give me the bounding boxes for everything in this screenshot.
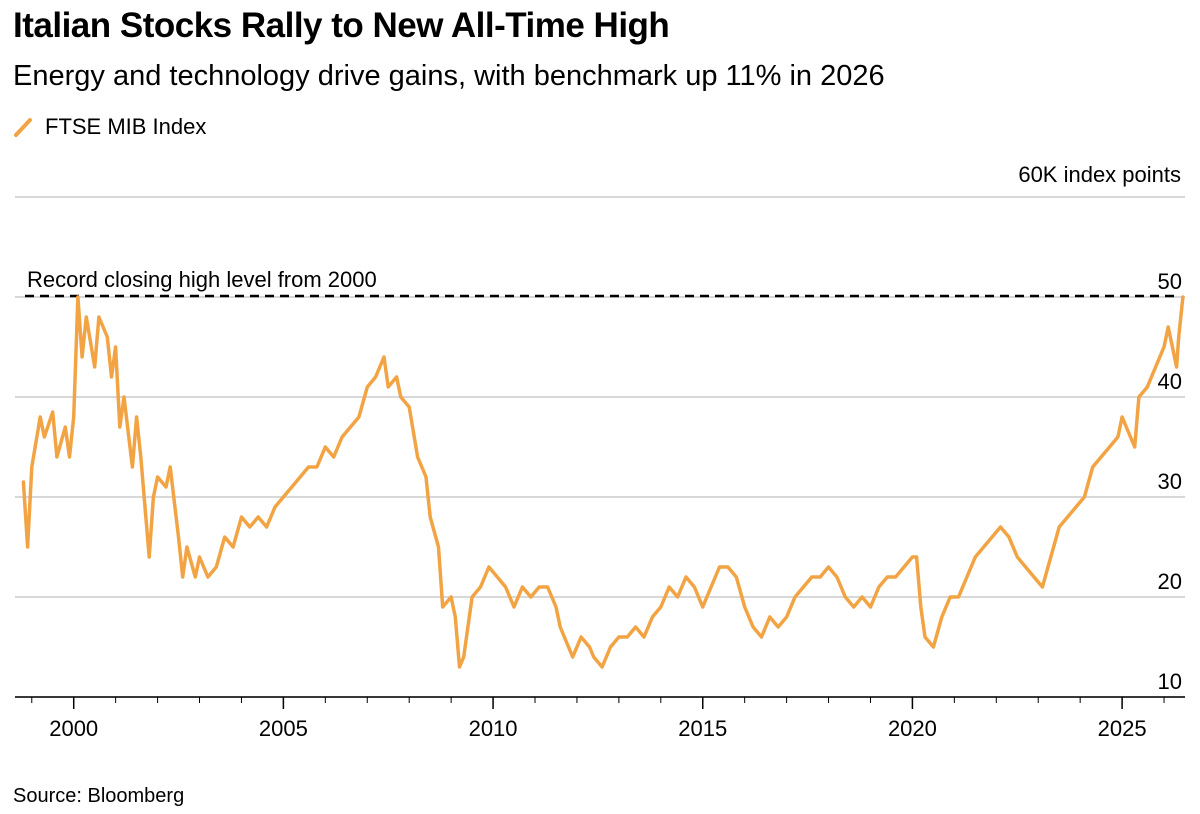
y-tick-label: 10 [1158, 669, 1182, 694]
x-tick-label: 2015 [678, 716, 727, 741]
x-tick-label: 2000 [49, 716, 98, 741]
record-high-annotation: Record closing high level from 2000 [27, 267, 377, 292]
x-tick-label: 2005 [259, 716, 308, 741]
y-tick-label: 40 [1158, 369, 1182, 394]
y-tick-label: 50 [1158, 269, 1182, 294]
legend: FTSE MIB Index [13, 112, 206, 142]
y-tick-label: 30 [1158, 469, 1182, 494]
y-tick-label: 20 [1158, 569, 1182, 594]
chart-title: Italian Stocks Rally to New All-Time Hig… [13, 6, 670, 45]
y-axis-unit-label: 60K index points [1018, 162, 1181, 187]
x-tick-label: 2020 [888, 716, 937, 741]
legend-swatch-icon [14, 118, 32, 137]
chart-subtitle: Energy and technology drive gains, with … [13, 60, 885, 92]
x-tick-label: 2010 [469, 716, 518, 741]
source-note: Source: Bloomberg [13, 785, 185, 807]
legend-label: FTSE MIB Index [45, 114, 207, 139]
x-tick-label: 2025 [1098, 716, 1147, 741]
series-line-ftse-mib [21, 295, 1185, 669]
